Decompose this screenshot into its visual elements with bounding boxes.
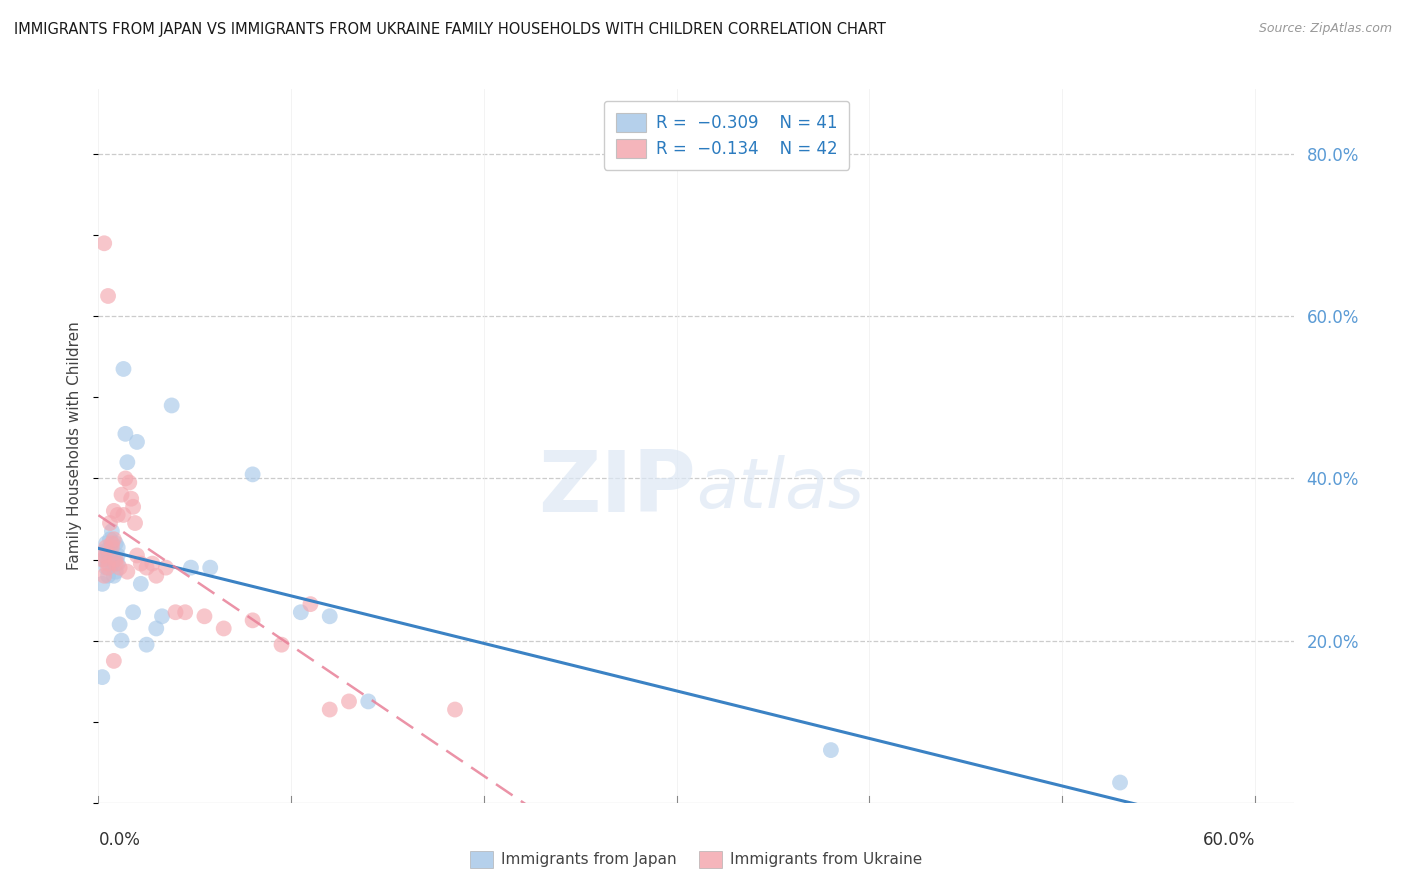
Point — [242, 613, 264, 627]
Point — [94, 541, 117, 555]
Point — [103, 552, 125, 566]
Point — [270, 638, 292, 652]
Point — [103, 504, 125, 518]
Point — [124, 516, 146, 530]
Point — [114, 426, 136, 441]
Point — [103, 654, 125, 668]
Point — [97, 568, 120, 582]
Point — [104, 565, 127, 579]
Point — [94, 536, 117, 550]
Point — [97, 557, 120, 571]
Point — [150, 609, 173, 624]
Point — [103, 533, 125, 547]
Point — [98, 516, 121, 530]
Point — [104, 557, 127, 571]
Point — [145, 568, 167, 582]
Point — [98, 541, 121, 555]
Point — [174, 605, 197, 619]
Point — [107, 557, 129, 571]
Point — [117, 455, 139, 469]
Point — [108, 617, 131, 632]
Point — [97, 560, 120, 574]
Point — [91, 670, 114, 684]
Point — [122, 605, 145, 619]
Point — [118, 475, 141, 490]
Point — [112, 362, 135, 376]
Point — [129, 557, 152, 571]
Point — [97, 544, 120, 558]
Point — [108, 560, 131, 574]
Point — [110, 488, 132, 502]
Point — [101, 541, 124, 555]
Point — [299, 597, 322, 611]
Text: Source: ZipAtlas.com: Source: ZipAtlas.com — [1258, 22, 1392, 36]
Point — [117, 565, 139, 579]
Point — [91, 577, 114, 591]
Point — [212, 622, 235, 636]
Point — [290, 605, 312, 619]
Point — [112, 508, 135, 522]
Point — [135, 560, 157, 574]
Point — [155, 560, 177, 574]
Point — [120, 491, 142, 506]
Point — [242, 467, 264, 482]
Text: 0.0%: 0.0% — [98, 831, 141, 849]
Point — [91, 552, 114, 566]
Point — [1109, 775, 1132, 789]
Point — [97, 552, 120, 566]
Point — [104, 536, 127, 550]
Text: ZIP: ZIP — [538, 447, 696, 531]
Point — [122, 500, 145, 514]
Point — [129, 577, 152, 591]
Point — [107, 549, 129, 563]
Point — [98, 549, 121, 563]
Point — [135, 638, 157, 652]
Point — [104, 552, 127, 566]
Point — [93, 552, 115, 566]
Point — [94, 560, 117, 574]
Point — [97, 289, 120, 303]
Point — [337, 694, 360, 708]
Point — [357, 694, 380, 708]
Legend: Immigrants from Japan, Immigrants from Ukraine: Immigrants from Japan, Immigrants from U… — [464, 845, 928, 873]
Point — [93, 236, 115, 251]
Point — [200, 560, 222, 574]
Point — [165, 605, 187, 619]
Text: IMMIGRANTS FROM JAPAN VS IMMIGRANTS FROM UKRAINE FAMILY HOUSEHOLDS WITH CHILDREN: IMMIGRANTS FROM JAPAN VS IMMIGRANTS FROM… — [14, 22, 886, 37]
Point — [160, 399, 183, 413]
Point — [820, 743, 842, 757]
Point — [93, 568, 115, 582]
Point — [98, 533, 121, 547]
Point — [145, 622, 167, 636]
Point — [101, 524, 124, 538]
Point — [319, 609, 342, 624]
Text: atlas: atlas — [696, 455, 863, 523]
Point — [110, 633, 132, 648]
Point — [114, 471, 136, 485]
Point — [101, 557, 124, 571]
Point — [125, 434, 148, 449]
Point — [180, 560, 202, 574]
Point — [193, 609, 215, 624]
Point — [93, 549, 115, 563]
Point — [319, 702, 342, 716]
Y-axis label: Family Households with Children: Family Households with Children — [67, 322, 83, 570]
Point — [107, 541, 129, 555]
Point — [125, 549, 148, 563]
Point — [107, 508, 129, 522]
Point — [101, 536, 124, 550]
Point — [93, 544, 115, 558]
Point — [141, 557, 163, 571]
Point — [103, 568, 125, 582]
Text: 60.0%: 60.0% — [1202, 831, 1256, 849]
Point — [444, 702, 467, 716]
